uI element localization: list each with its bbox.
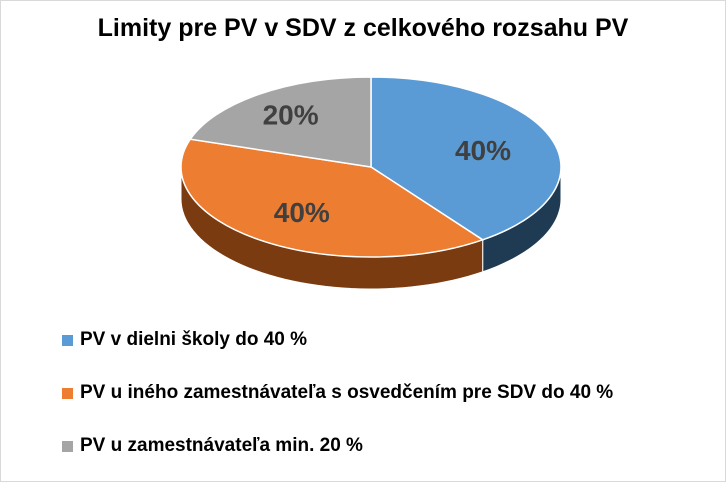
- chart-title: Limity pre PV v SDV z celkového rozsahu …: [97, 14, 629, 42]
- legend-label-iny-zamestnavatel: PV u iného zamestnávateľa s osvedčením p…: [80, 382, 614, 403]
- legend-swatch-zamestnavatel: [62, 440, 73, 452]
- pie-slice-dielna: [370, 76, 562, 241]
- legend: PV v dielni školy do 40 % PV u iného zam…: [62, 328, 613, 487]
- legend-swatch-iny-zamestnavatel: [62, 387, 73, 399]
- data-label-iny-zamestnavatel: 40%: [274, 197, 330, 228]
- pie-slice-iny-zamestnavatel: [180, 138, 485, 258]
- legend-swatch-dielna: [62, 334, 73, 346]
- legend-item-dielna: PV v dielni školy do 40 %: [62, 328, 613, 352]
- pie-slice-zamestnavatel: [189, 76, 372, 168]
- legend-item-zamestnavatel: PV u zamestnávateľa min. 20 %: [62, 434, 613, 458]
- legend-label-dielna: PV v dielni školy do 40 %: [80, 329, 308, 350]
- data-label-dielna: 40%: [455, 135, 511, 166]
- legend-label-zamestnavatel: PV u zamestnávateľa min. 20 %: [80, 435, 363, 456]
- legend-item-iny-zamestnavatel: PV u iného zamestnávateľa s osvedčením p…: [62, 381, 613, 405]
- data-label-zamestnavatel: 20%: [263, 100, 319, 131]
